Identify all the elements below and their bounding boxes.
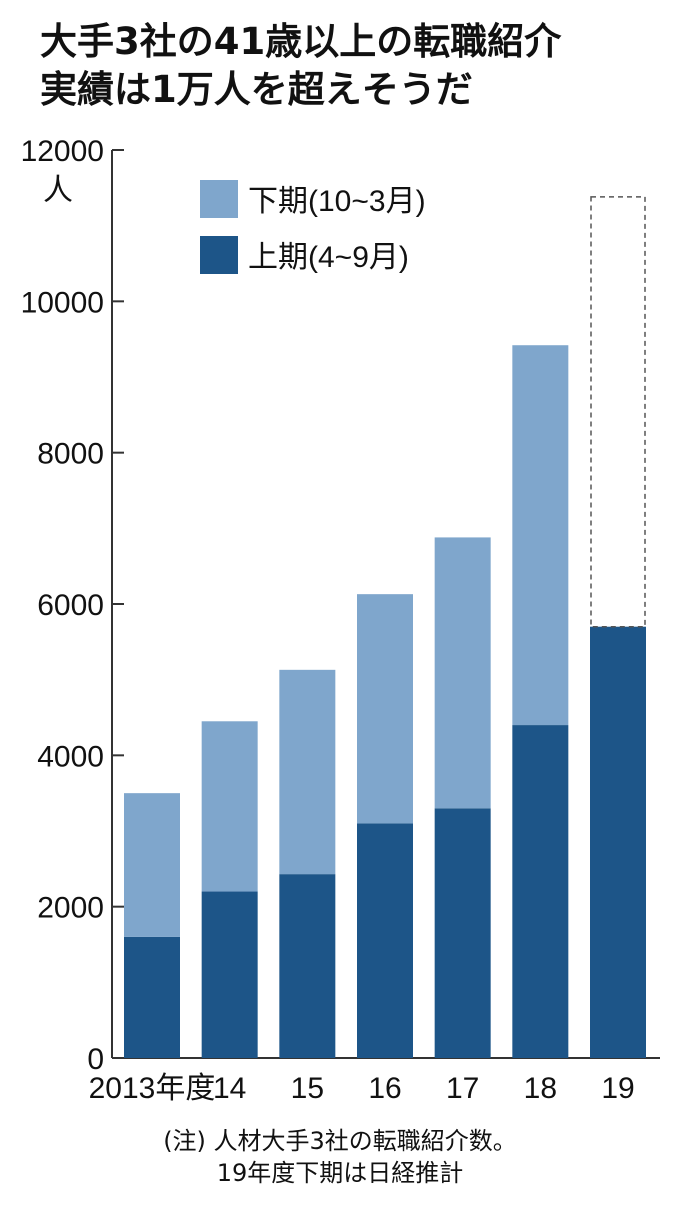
bar-lower-half — [357, 823, 413, 1058]
bar-upper-half — [434, 537, 491, 809]
bar-upper-half — [124, 793, 180, 937]
x-tick-label: 15 — [291, 1072, 324, 1105]
bar-upper-half — [279, 669, 336, 875]
bar-lower-half — [124, 936, 180, 1058]
x-tick-label: 16 — [368, 1072, 401, 1105]
legend-swatch — [200, 180, 238, 218]
y-unit-label: 人 — [43, 174, 73, 207]
y-tick-label: 0 — [87, 1043, 104, 1076]
x-tick-label: 2013年度 — [89, 1072, 216, 1105]
x-tick-label: 17 — [446, 1072, 479, 1105]
x-tick-label: 14 — [213, 1072, 246, 1105]
bar-lower-half — [512, 725, 569, 1058]
chart-title: 大手3社の41歳以上の転職紹介 実績は1万人を超えそうだ — [40, 18, 660, 114]
title-line-1: 大手3社の41歳以上の転職紹介 — [40, 20, 562, 63]
bar-lower-half — [201, 891, 258, 1058]
x-tick-label: 19 — [601, 1072, 634, 1105]
legend-swatch — [200, 236, 238, 274]
bar-upper-half — [512, 345, 569, 726]
y-tick-label: 10000 — [21, 286, 104, 319]
y-tick-label: 12000 — [21, 135, 104, 168]
bar-lower-half — [590, 626, 646, 1058]
title-line-2: 実績は1万人を超えそうだ — [40, 68, 473, 111]
legend-label: 下期(10~3月) — [248, 185, 426, 218]
bar-estimate-outline — [590, 196, 646, 628]
y-tick-label: 8000 — [37, 438, 104, 471]
y-tick-label: 2000 — [37, 892, 104, 925]
legend-label: 上期(4~9月) — [248, 241, 409, 274]
chart-note-line-2: 19年度下期は日経推計 — [216, 1159, 464, 1187]
bar-upper-half — [357, 594, 413, 824]
bar-upper-half — [201, 721, 258, 892]
x-tick-label: 18 — [524, 1072, 557, 1105]
y-tick-label: 6000 — [37, 589, 104, 622]
bar-lower-half — [434, 808, 491, 1058]
chart-note-line-1: (注) 人材大手3社の転職紹介数。 — [163, 1127, 517, 1155]
bar-lower-half — [279, 874, 336, 1058]
y-tick-label: 4000 — [37, 740, 104, 773]
